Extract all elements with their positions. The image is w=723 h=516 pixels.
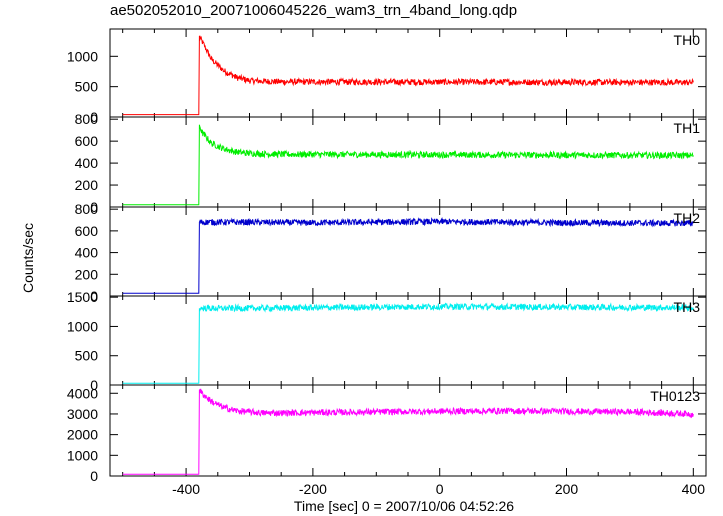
y-tick-label: 600 bbox=[75, 133, 99, 149]
series-line-TH1 bbox=[122, 124, 694, 206]
y-tick-label: 200 bbox=[75, 177, 99, 193]
panel-label-TH0: TH0 bbox=[674, 32, 701, 48]
x-tick-label: -400 bbox=[172, 481, 200, 497]
panel-label-TH1: TH1 bbox=[674, 120, 701, 136]
panel-label-TH3: TH3 bbox=[674, 299, 701, 315]
panel-label-TH0123: TH0123 bbox=[650, 388, 700, 404]
x-tick-label: 0 bbox=[436, 481, 444, 497]
y-tick-label: 0 bbox=[90, 288, 98, 304]
y-tick-label: 1500 bbox=[67, 289, 98, 305]
x-tick-label: 200 bbox=[555, 481, 579, 497]
y-tick-label: 400 bbox=[75, 155, 99, 171]
series-line-TH2 bbox=[122, 216, 694, 294]
y-tick-label: 2000 bbox=[67, 427, 98, 443]
x-tick-label: 400 bbox=[682, 481, 706, 497]
y-tick-label: 0 bbox=[90, 377, 98, 393]
y-tick-label: 600 bbox=[75, 223, 99, 239]
x-axis-label: Time [sec] 0 = 2007/10/06 04:52:26 bbox=[293, 498, 515, 514]
y-tick-label: 0 bbox=[90, 199, 98, 215]
y-tick-label: 3000 bbox=[67, 406, 98, 422]
series-line-TH3 bbox=[122, 302, 694, 384]
y-tick-label: 400 bbox=[75, 245, 99, 261]
y-tick-label: 1000 bbox=[67, 48, 98, 64]
series-line-TH0123 bbox=[122, 388, 694, 475]
y-tick-label: 500 bbox=[75, 348, 99, 364]
y-tick-label: 800 bbox=[75, 201, 99, 217]
y-tick-label: 200 bbox=[75, 266, 99, 282]
y-tick-label: 1000 bbox=[67, 447, 98, 463]
series-line-TH0 bbox=[122, 35, 694, 116]
y-tick-label: 0 bbox=[90, 109, 98, 125]
y-tick-label: 800 bbox=[75, 111, 99, 127]
y-tick-label: 1000 bbox=[67, 318, 98, 334]
chart-title: ae502052010_20071006045226_wam3_trn_4ban… bbox=[110, 2, 518, 19]
x-tick-label: -200 bbox=[299, 481, 327, 497]
panel-label-TH2: TH2 bbox=[674, 210, 701, 226]
y-tick-label: 500 bbox=[75, 79, 99, 95]
y-tick-label: 4000 bbox=[67, 385, 98, 401]
y-tick-label: 0 bbox=[90, 468, 98, 484]
